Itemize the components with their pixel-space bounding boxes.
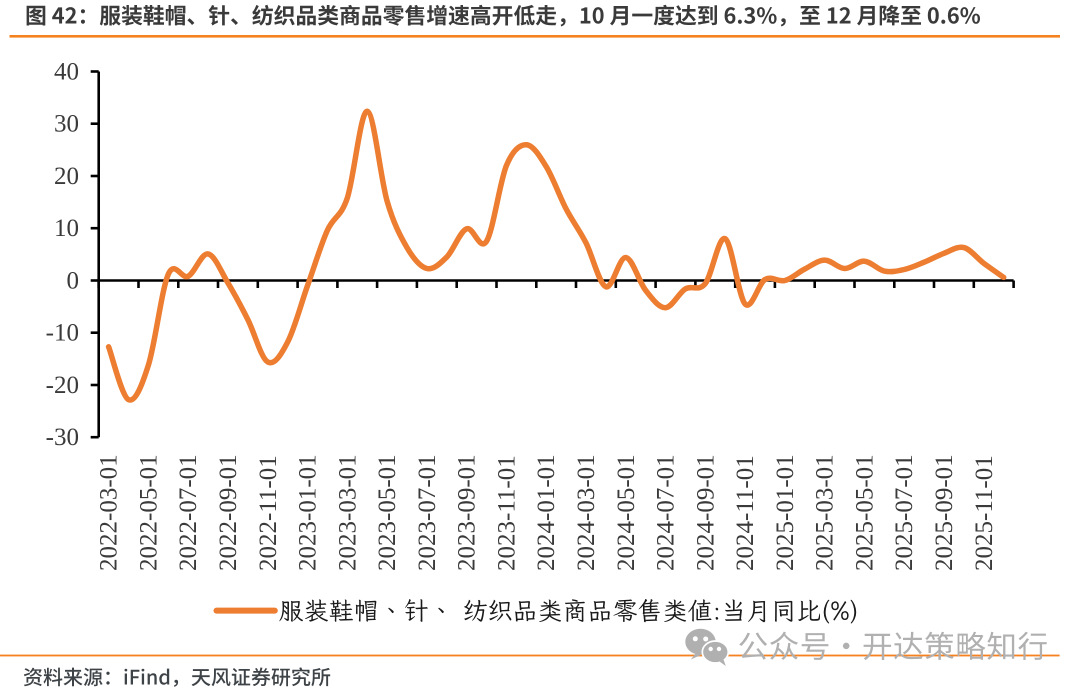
svg-text:2024-09-01: 2024-09-01 bbox=[692, 454, 719, 571]
svg-text:20: 20 bbox=[54, 163, 79, 190]
svg-text:-30: -30 bbox=[46, 424, 79, 451]
svg-text:30: 30 bbox=[54, 111, 79, 138]
svg-text:2022-07-01: 2022-07-01 bbox=[175, 454, 202, 571]
svg-text:40: 40 bbox=[54, 59, 79, 86]
svg-text:2023-01-01: 2023-01-01 bbox=[295, 454, 322, 571]
svg-text:2022-11-01: 2022-11-01 bbox=[255, 455, 282, 571]
svg-text:2022-09-01: 2022-09-01 bbox=[215, 454, 242, 571]
svg-text:2025-03-01: 2025-03-01 bbox=[812, 454, 839, 571]
svg-text:2025-05-01: 2025-05-01 bbox=[851, 454, 878, 571]
svg-text:2023-09-01: 2023-09-01 bbox=[454, 454, 481, 571]
svg-text:2025-11-01: 2025-11-01 bbox=[971, 455, 998, 571]
svg-text:2023-03-01: 2023-03-01 bbox=[334, 454, 361, 571]
svg-text:2023-11-01: 2023-11-01 bbox=[493, 455, 520, 571]
svg-text:2024-07-01: 2024-07-01 bbox=[653, 454, 680, 571]
svg-text:2023-07-01: 2023-07-01 bbox=[414, 454, 441, 571]
svg-text:2025-01-01: 2025-01-01 bbox=[772, 454, 799, 571]
svg-text:2025-09-01: 2025-09-01 bbox=[931, 454, 958, 571]
svg-text:2024-05-01: 2024-05-01 bbox=[613, 454, 640, 571]
svg-text:2024-11-01: 2024-11-01 bbox=[732, 455, 759, 571]
svg-text:-10: -10 bbox=[46, 320, 79, 347]
svg-text:10: 10 bbox=[54, 215, 79, 242]
svg-text:2024-01-01: 2024-01-01 bbox=[533, 454, 560, 571]
svg-text:2022-03-01: 2022-03-01 bbox=[96, 454, 123, 571]
svg-text:2023-05-01: 2023-05-01 bbox=[374, 454, 401, 571]
svg-text:2024-03-01: 2024-03-01 bbox=[573, 454, 600, 571]
svg-text:2025-07-01: 2025-07-01 bbox=[891, 454, 918, 571]
svg-text:-20: -20 bbox=[46, 372, 79, 399]
svg-text:2022-05-01: 2022-05-01 bbox=[135, 454, 162, 571]
svg-text:0: 0 bbox=[67, 268, 80, 295]
